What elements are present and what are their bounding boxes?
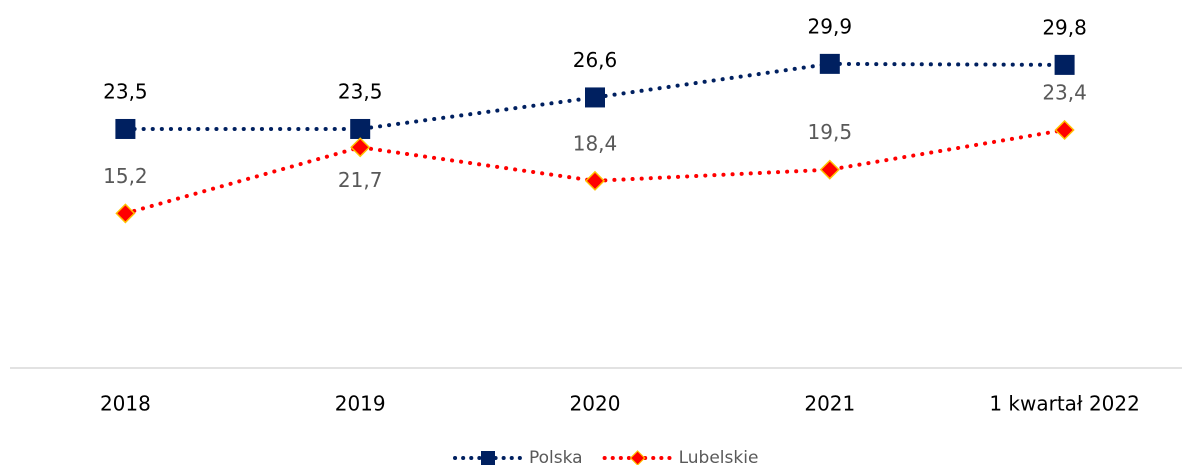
data-label: 29,8 bbox=[1042, 15, 1087, 39]
data-label: 23,5 bbox=[338, 79, 383, 103]
legend-label: Polska bbox=[529, 448, 583, 465]
legend-label: Lubelskie bbox=[679, 448, 759, 465]
x-tick-label: 1 kwartał 2022 bbox=[989, 392, 1140, 416]
data-label: 23,5 bbox=[103, 79, 148, 103]
data-label: 23,4 bbox=[1042, 80, 1087, 104]
data-point bbox=[350, 137, 371, 158]
x-tick-label: 2019 bbox=[335, 392, 386, 416]
data-label: 21,7 bbox=[338, 168, 383, 192]
data-point bbox=[819, 159, 840, 180]
x-tick-label: 2021 bbox=[804, 392, 855, 416]
data-label: 26,6 bbox=[573, 48, 618, 72]
data-point bbox=[819, 53, 840, 74]
data-point bbox=[1054, 54, 1075, 75]
legend-marker bbox=[481, 451, 495, 465]
data-point bbox=[584, 170, 606, 191]
data-point bbox=[350, 118, 371, 139]
x-tick-label: 2020 bbox=[570, 392, 621, 416]
data-point bbox=[585, 87, 605, 108]
data-label: 29,9 bbox=[808, 14, 853, 38]
data-point bbox=[115, 118, 136, 139]
x-tick-label: 2018 bbox=[100, 392, 151, 416]
legend-marker bbox=[629, 450, 646, 466]
data-point bbox=[115, 203, 136, 224]
data-label: 18,4 bbox=[573, 131, 618, 155]
data-point bbox=[1054, 119, 1075, 141]
data-label: 15,2 bbox=[103, 164, 148, 188]
data-label: 19,5 bbox=[808, 120, 853, 144]
